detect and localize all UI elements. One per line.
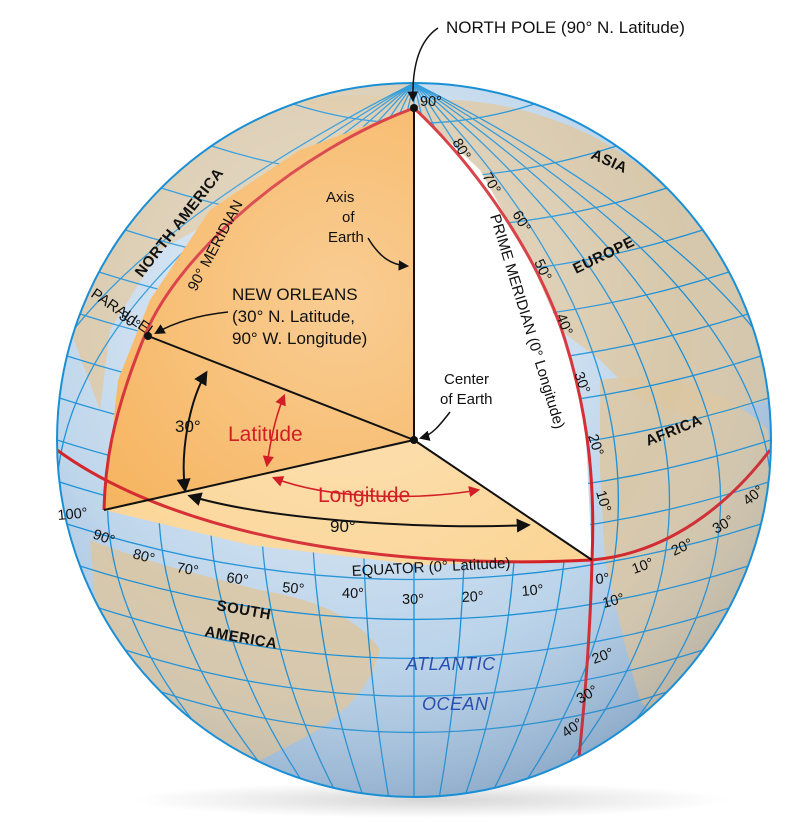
north-pole-arrow xyxy=(407,27,439,103)
axis-arrow xyxy=(367,237,410,271)
longitude-tick: 30° xyxy=(402,592,424,608)
angle-90-arc xyxy=(187,492,531,533)
radius-to-new-orleans xyxy=(147,335,415,441)
latitude-tick: 10° xyxy=(601,591,626,612)
longitude-tick: 70° xyxy=(175,560,199,580)
new-orleans-arrow xyxy=(154,311,229,335)
longitude-tick: 80° xyxy=(131,546,156,567)
longitude-arrow xyxy=(271,476,481,498)
angle-30-label: 30° xyxy=(175,417,201,436)
north-pole-dot xyxy=(410,104,418,112)
latitude-label: Latitude xyxy=(228,423,303,446)
latitude-tick: 10° xyxy=(592,489,613,514)
center-arrow xyxy=(418,411,451,441)
equator-west-longitude-ticks: 100°90°80°70° 60° 50° 40° 30° 20° 10° xyxy=(57,505,544,608)
longitude-tick: 0° xyxy=(595,571,610,588)
ocean-label-line-2: OCEAN xyxy=(422,694,489,714)
radius-to-equator-90 xyxy=(103,439,415,511)
axis-label-line-2: of xyxy=(342,209,355,226)
latitude-arrow xyxy=(262,393,286,468)
longitude-tick: 10° xyxy=(521,582,544,600)
axis-label-line-1: Axis xyxy=(326,189,354,206)
longitude-tick: 10° xyxy=(630,555,656,578)
latitude-tick: 30° xyxy=(570,370,593,396)
longitude-tick: 90° xyxy=(91,527,117,550)
longitude-tick: 20° xyxy=(461,589,484,606)
latitude-tick: 20° xyxy=(584,432,606,458)
new-orleans-dot xyxy=(144,332,152,340)
latitude-tick: 40° xyxy=(552,312,575,338)
longitude-tick: 100° xyxy=(57,505,88,524)
ocean-label-line-1: ATLANTIC xyxy=(405,654,496,674)
new-orleans-line-2: (30° N. Latitude, xyxy=(232,307,355,326)
new-orleans-line-3: 90° W. Longitude) xyxy=(232,329,367,348)
longitude-tick: 60° xyxy=(225,570,249,589)
angle-90-label: 90° xyxy=(330,517,356,536)
angle-30-arc xyxy=(176,370,208,493)
globe-shadow xyxy=(130,782,730,818)
center-label-line-2: of Earth xyxy=(440,391,493,408)
longitude-label: Longitude xyxy=(318,484,410,507)
north-pole-title: NORTH POLE (90° N. Latitude) xyxy=(446,18,685,37)
latitude-tick: 20° xyxy=(590,645,616,668)
center-label-line-1: Center xyxy=(444,371,489,388)
longitude-tick: 50° xyxy=(282,580,305,598)
new-orleans-line-1: NEW ORLEANS xyxy=(232,285,358,304)
axis-label-line-3: Earth xyxy=(328,229,364,246)
center-dot xyxy=(410,436,418,444)
north-pole-degree: 90° xyxy=(420,94,442,110)
longitude-tick: 40° xyxy=(342,586,364,602)
